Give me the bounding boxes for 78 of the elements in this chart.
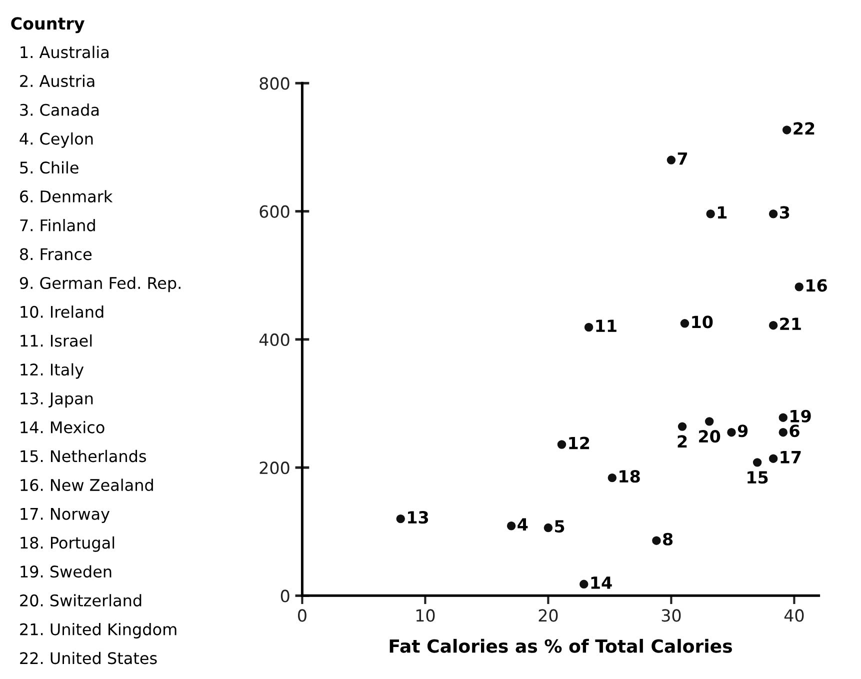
text: 13. Japan — [20, 392, 93, 408]
annotation: 2 — [678, 435, 687, 448]
text: 14. Mexico — [20, 420, 104, 434]
text: 4. Ceylon — [20, 132, 93, 148]
y-tick-label: 200 — [260, 462, 290, 474]
point — [680, 319, 690, 328]
text: Country — [11, 17, 84, 34]
point — [778, 428, 788, 437]
annotation: 15 — [748, 471, 768, 484]
text: 6. Denmark — [20, 190, 113, 202]
point — [608, 473, 617, 482]
annotation: 18 — [620, 470, 640, 483]
annotation: 11 — [596, 320, 616, 332]
text: 17. Norway — [20, 508, 110, 524]
y-tick-label: 0 — [280, 590, 290, 602]
y-tick-label: 400 — [259, 333, 290, 346]
text: 5. Chile — [20, 161, 78, 174]
point — [704, 417, 714, 426]
point — [768, 320, 778, 330]
point — [782, 126, 792, 134]
annotation: 13 — [408, 511, 428, 524]
annotation: 16 — [806, 279, 827, 292]
y-tick-label: 600 — [260, 205, 290, 218]
point — [506, 521, 516, 530]
text: 19. Sweden — [20, 565, 112, 578]
point — [584, 322, 594, 332]
text: 18. Portugal — [20, 536, 114, 552]
text: 15. Netherlands — [20, 450, 146, 462]
annotation: 17 — [780, 451, 801, 464]
point — [706, 209, 715, 218]
x-tick-label: 0 — [298, 609, 306, 622]
annotation: 4 — [518, 518, 528, 530]
x-tick-label: 40 — [784, 609, 804, 622]
x-tick-label: 30 — [662, 609, 681, 622]
annotation: 8 — [663, 532, 673, 546]
annotation: 21 — [780, 318, 801, 330]
y-tick-label: 800 — [260, 77, 290, 90]
point — [678, 422, 687, 431]
annotation: 14 — [591, 576, 612, 589]
point — [768, 209, 778, 218]
annotation: 22 — [794, 122, 814, 135]
text: 12. Italy — [20, 363, 84, 379]
x-tick-label: 20 — [538, 609, 558, 622]
annotation: 7 — [678, 152, 688, 165]
annotation: 9 — [738, 424, 748, 438]
point — [727, 428, 736, 437]
text: 16. New Zealand — [20, 478, 153, 492]
annotation: 20 — [699, 430, 720, 443]
point — [752, 458, 762, 467]
point — [396, 514, 405, 524]
text: 7. Finland — [20, 218, 95, 232]
annotation: 6 — [790, 424, 800, 438]
text: 20. Switzerland — [20, 594, 142, 606]
text: 9. German Fed. Rep. — [20, 276, 180, 292]
text: 10. Ireland — [20, 306, 104, 318]
point — [580, 580, 588, 589]
x-axis-title: Fat Calories as % of Total Calories — [390, 638, 732, 653]
annotation: 3 — [780, 206, 790, 219]
annotation: 10 — [692, 316, 713, 328]
annotation: 1 — [718, 206, 727, 218]
text: 3. Canada — [20, 104, 99, 116]
text: 1. Australia — [20, 46, 108, 58]
point — [794, 282, 804, 292]
point — [557, 440, 566, 449]
point — [768, 454, 778, 463]
text: 2. Austria — [20, 74, 94, 88]
text: 11. Israel — [20, 334, 92, 347]
point — [778, 413, 788, 422]
annotation: 5 — [555, 520, 564, 533]
point — [666, 156, 676, 164]
point — [652, 536, 661, 545]
text: 21. United Kingdom — [20, 622, 176, 638]
text: 22. United States — [20, 652, 157, 664]
text: 8. France — [20, 248, 92, 260]
x-tick-label: 10 — [416, 609, 435, 622]
annotation: 19 — [790, 410, 811, 422]
point — [544, 523, 553, 532]
annotation: 12 — [569, 436, 590, 450]
